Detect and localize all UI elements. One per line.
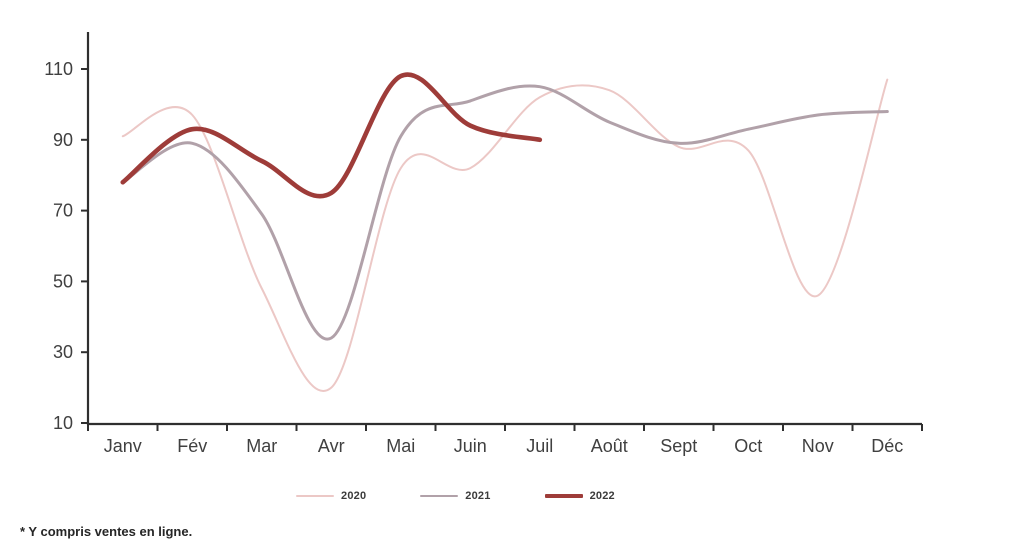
x-axis-month-label: Janv [104,436,142,456]
x-axis-month-label: Août [591,436,628,456]
x-axis-month-label: Mar [246,436,277,456]
legend-item-2022: 2022 [544,490,615,502]
y-axis-tick-label: 90 [53,130,73,150]
legend-label-2022: 2022 [589,490,615,502]
series-line-2020 [121,78,889,392]
chart-footnote: * Y compris ventes en ligne. [20,524,193,539]
x-axis-month-label: Sept [660,436,697,456]
x-axis-month-label: Nov [802,436,834,456]
x-axis-month-label: Juin [454,436,487,456]
x-axis-month-label: Juil [526,436,553,456]
legend-label-2020: 2020 [341,490,367,502]
legend-item-2020: 2020 [296,490,366,502]
legend-swatch-2020 [296,495,334,497]
x-axis-month-label: Avr [318,436,345,456]
x-axis-month-label: Fév [177,436,207,456]
y-axis-tick-label: 30 [53,342,73,362]
y-axis-tick-label: 110 [44,59,73,79]
legend-swatch-2021 [420,495,459,497]
legend-swatch-2022 [544,494,583,498]
x-axis-month-label: Mai [386,436,415,456]
y-axis-tick-label: 50 [53,271,73,291]
x-axis-month-label: Oct [734,436,762,456]
legend-label-2021: 2021 [465,490,491,502]
series-line-2022 [120,72,543,199]
x-axis-month-label: Déc [871,436,903,456]
series-line-2021 [121,84,889,341]
chart-legend: 2020 2021 2022 [296,490,615,502]
y-axis-tick-label: 10 [53,413,73,433]
sales-line-chart: 110 90 70 50 30 10 Janv Fév Mar Avr Mai Juin Juil Aoû… [44,32,923,456]
y-axis-tick-label: 70 [53,201,73,221]
legend-item-2021: 2021 [420,490,490,502]
